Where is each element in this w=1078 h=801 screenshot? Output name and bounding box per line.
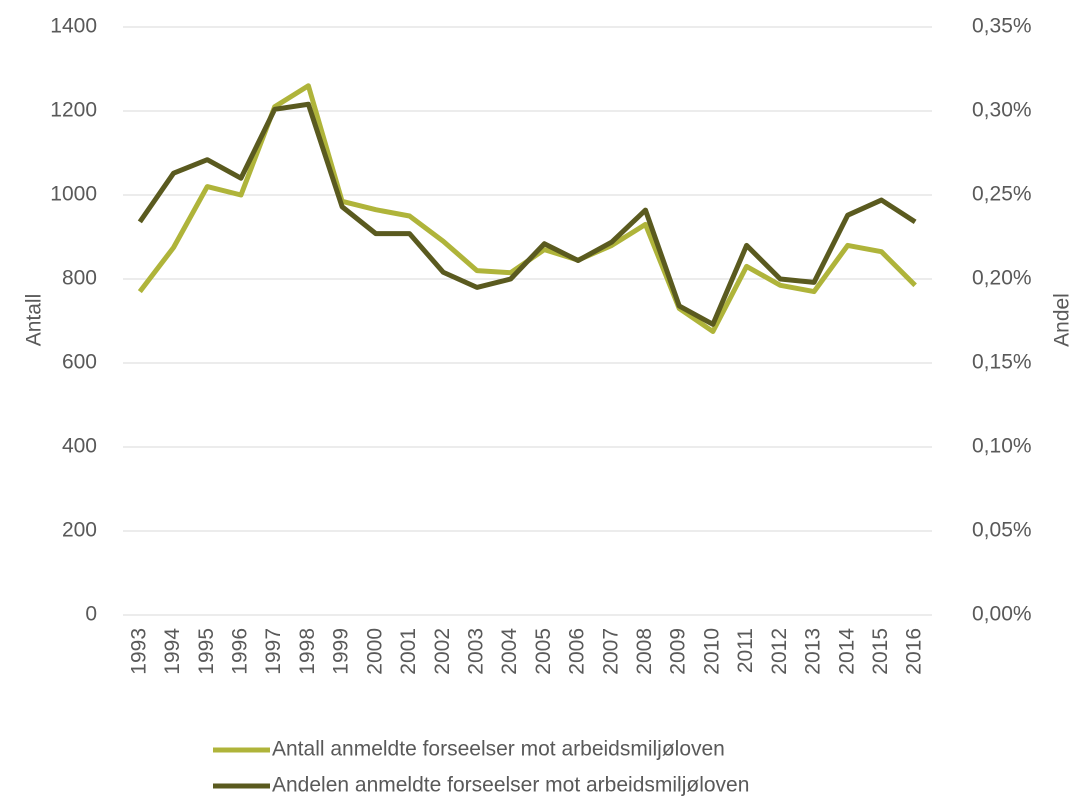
x-tick-label: 1995 xyxy=(195,628,218,675)
x-tick-label: 1996 xyxy=(229,628,252,675)
x-tick-label: 2010 xyxy=(700,628,723,675)
y2-axis-title: Andel xyxy=(1051,293,1074,347)
y-tick-label: 800 xyxy=(62,267,97,290)
x-tick-label: 1999 xyxy=(330,628,353,675)
y-axis-title: Antall xyxy=(23,294,46,347)
x-tick-label: 1997 xyxy=(262,628,285,675)
x-tick-label: 2016 xyxy=(903,628,926,675)
x-tick-label: 2001 xyxy=(397,628,420,675)
legend-label: Andelen anmeldte forseelser mot arbeidsm… xyxy=(272,774,749,797)
x-tick-label: 2008 xyxy=(633,628,656,675)
x-tick-label: 2002 xyxy=(431,628,454,675)
y2-tick-label: 0,00% xyxy=(972,603,1032,626)
x-tick-label: 2013 xyxy=(802,628,825,675)
y2-tick-label: 0,30% xyxy=(972,99,1032,122)
y2-tick-label: 0,05% xyxy=(972,519,1032,542)
y-tick-label: 1400 xyxy=(50,15,97,38)
x-tick-label: 1994 xyxy=(161,628,184,675)
x-tick-label: 2006 xyxy=(566,628,589,675)
y-tick-label: 1200 xyxy=(50,99,97,122)
series-line xyxy=(137,83,917,334)
x-tick-label: 2007 xyxy=(599,628,622,675)
x-tick-label: 2015 xyxy=(869,628,892,675)
y2-tick-label: 0,25% xyxy=(972,183,1032,206)
y2-tick-label: 0,35% xyxy=(972,15,1032,38)
x-tick-label: 2004 xyxy=(498,628,521,675)
y-tick-label: 400 xyxy=(62,435,97,458)
y2-tick-label: 0,15% xyxy=(972,351,1032,374)
x-tick-label: 2009 xyxy=(667,628,690,675)
x-tick-label: 2014 xyxy=(835,628,858,675)
y-tick-label: 0 xyxy=(85,603,97,626)
y-tick-label: 1000 xyxy=(50,183,97,206)
y2-tick-label: 0,10% xyxy=(972,435,1032,458)
x-tick-label: 1993 xyxy=(127,628,150,675)
y-tick-label: 200 xyxy=(62,519,97,542)
x-tick-label: 2000 xyxy=(363,628,386,675)
y2-tick-label: 0,20% xyxy=(972,267,1032,290)
x-tick-label: 2005 xyxy=(532,628,555,675)
y-tick-label: 600 xyxy=(62,351,97,374)
legend-label: Antall anmeldte forseelser mot arbeidsmi… xyxy=(272,738,725,761)
x-tick-label: 2003 xyxy=(464,628,487,675)
x-tick-label: 1998 xyxy=(296,628,319,675)
x-tick-label: 2011 xyxy=(734,628,757,673)
series-line xyxy=(137,101,917,327)
x-tick-label: 2012 xyxy=(768,628,791,675)
